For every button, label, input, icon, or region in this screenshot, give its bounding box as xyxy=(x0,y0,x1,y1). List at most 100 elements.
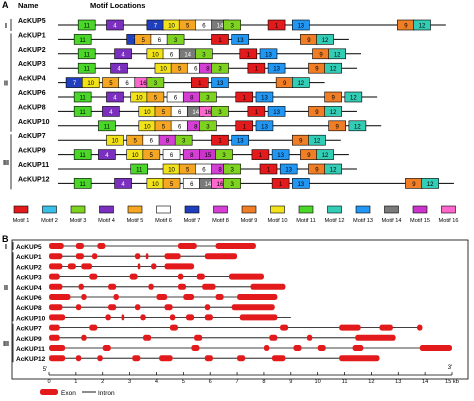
motif-number: 1 xyxy=(255,67,259,73)
motif-box xyxy=(421,178,439,189)
panel-b-label: B xyxy=(2,234,9,244)
exon-block xyxy=(108,304,117,311)
motif-number: 12 xyxy=(314,139,321,145)
motif-number: 6 xyxy=(202,24,206,30)
motif-number: 6 xyxy=(190,182,194,188)
motif-box xyxy=(259,48,278,60)
motif-column-header: Motif Locations xyxy=(90,1,145,10)
motif-number: 10 xyxy=(168,168,175,174)
motif-number: 8 xyxy=(190,153,194,159)
structure-group-label: I xyxy=(5,244,7,251)
motif-box xyxy=(231,34,250,45)
motif-number: 3 xyxy=(218,110,222,116)
motif-number: 5 xyxy=(150,153,154,159)
motif-number: 4 xyxy=(105,153,109,159)
motif-number: 10 xyxy=(144,124,151,130)
motif-legend: Motif 1 Motif 2 Motif 3 Motif 4 Motif 5 Motif… xyxy=(13,205,458,224)
exon-block xyxy=(204,304,211,311)
motif-number: 5 xyxy=(109,81,113,87)
motif-box xyxy=(328,48,346,60)
exon-block xyxy=(215,294,224,300)
motif-box xyxy=(211,34,229,45)
motif-box xyxy=(235,91,254,103)
exon-block xyxy=(102,345,111,351)
legend-label: Motif 12 xyxy=(325,218,345,224)
gene-structure-name: AcKUP5 xyxy=(16,244,42,251)
motif-number: 3 xyxy=(218,67,222,73)
motif-box xyxy=(81,77,100,88)
legend-swatch xyxy=(327,205,342,214)
motif-number: 5 xyxy=(162,110,166,116)
exon-block xyxy=(419,345,452,351)
legend-label: Motif 4 xyxy=(98,218,115,224)
gene-structure-name: AcKUP12 xyxy=(16,356,46,363)
motif-number: 16 xyxy=(205,110,212,116)
exon-block xyxy=(81,294,87,300)
motif-number: 12 xyxy=(297,81,304,87)
motif-number: 6 xyxy=(202,168,206,174)
exon-legend-swatch xyxy=(40,389,58,395)
exon-block xyxy=(113,294,119,300)
motif-number: 3 xyxy=(222,153,226,159)
motif-number: 9 xyxy=(315,168,319,174)
exon-block xyxy=(89,273,98,280)
motif-box xyxy=(98,120,116,132)
motif-number: 13 xyxy=(237,139,244,145)
legend-label: Motif 15 xyxy=(410,218,430,224)
gene-name-label: AcKUP1 xyxy=(18,32,46,39)
exon-block xyxy=(121,314,125,321)
exon-block xyxy=(339,355,380,362)
motif-number: 13 xyxy=(277,153,284,159)
motif-box xyxy=(106,134,124,146)
exon-block xyxy=(164,253,181,260)
exon-block xyxy=(67,263,76,270)
exon-block xyxy=(250,283,286,290)
motif-number: 3 xyxy=(230,182,234,188)
axis-tick-label: 5 xyxy=(182,379,185,385)
exon-block xyxy=(49,273,60,280)
group-label: III xyxy=(3,160,9,167)
motif-box xyxy=(199,120,217,132)
gene-name-label: AcKUP10 xyxy=(18,119,50,126)
group-label: I xyxy=(5,23,7,30)
exon-block xyxy=(271,355,286,362)
exon-block xyxy=(229,273,264,280)
exon-block xyxy=(164,263,195,270)
exon-block xyxy=(280,324,289,331)
axis-tick-label: 1 xyxy=(74,379,77,385)
motif-number: 3 xyxy=(174,38,178,44)
motif-number: 4 xyxy=(121,182,125,188)
motif-number: 3 xyxy=(202,52,206,58)
exon-block xyxy=(417,324,423,331)
legend-swatch xyxy=(127,205,143,214)
motif-number: 10 xyxy=(144,110,151,116)
motif-box xyxy=(271,149,290,160)
motif-number: 5 xyxy=(154,96,158,102)
exon-block xyxy=(108,283,117,290)
motif-box xyxy=(215,149,233,160)
axis-tick-label: 9 xyxy=(289,379,292,385)
exon-block xyxy=(204,314,213,321)
exon-block xyxy=(75,253,84,260)
gene-name-label: AcKUP9 xyxy=(18,148,46,155)
exon-block xyxy=(105,314,111,321)
motif-number: 13 xyxy=(297,24,304,30)
gene-structure-name: AcKUP11 xyxy=(16,346,45,353)
gene-structure-name: AcKUP7 xyxy=(16,326,42,333)
motif-number: 12 xyxy=(330,110,337,116)
gene-name-label: AcKUP3 xyxy=(18,61,46,68)
legend-label: Motif 10 xyxy=(268,218,288,224)
exon-block xyxy=(164,304,173,311)
motif-number: 15 xyxy=(205,153,212,159)
exon-block xyxy=(194,334,203,341)
exon-block xyxy=(169,314,176,321)
exon-block xyxy=(177,283,187,290)
motif-number: 13 xyxy=(285,168,292,174)
exon-block xyxy=(159,355,173,362)
motif-box xyxy=(231,134,250,146)
motif-number: 11 xyxy=(104,124,111,130)
motif-number: 6 xyxy=(194,67,198,73)
motif-box xyxy=(199,91,217,103)
motif-number: 9 xyxy=(307,38,311,44)
motif-number: 13 xyxy=(237,38,244,44)
